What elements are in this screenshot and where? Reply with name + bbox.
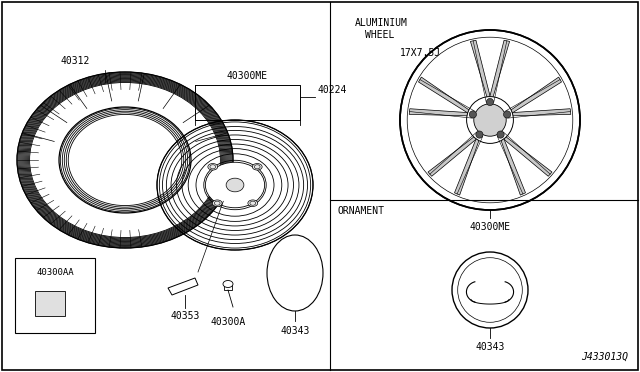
Text: WHEEL: WHEEL bbox=[365, 30, 394, 40]
Circle shape bbox=[497, 131, 504, 138]
Circle shape bbox=[486, 99, 493, 106]
Polygon shape bbox=[428, 134, 481, 176]
Text: 40312: 40312 bbox=[60, 56, 90, 66]
Text: 40343: 40343 bbox=[280, 326, 310, 336]
Circle shape bbox=[476, 131, 483, 138]
Polygon shape bbox=[419, 77, 474, 116]
Ellipse shape bbox=[208, 164, 218, 170]
Circle shape bbox=[504, 111, 511, 118]
Ellipse shape bbox=[223, 280, 233, 288]
Text: 40300AA: 40300AA bbox=[36, 268, 74, 277]
Ellipse shape bbox=[267, 235, 323, 311]
Ellipse shape bbox=[226, 178, 244, 192]
Text: ORNAMENT: ORNAMENT bbox=[338, 206, 385, 216]
Polygon shape bbox=[507, 109, 571, 116]
Circle shape bbox=[452, 252, 528, 328]
Circle shape bbox=[469, 111, 477, 118]
Polygon shape bbox=[454, 134, 481, 195]
Text: ALUMINIUM: ALUMINIUM bbox=[355, 18, 408, 28]
Text: 40343: 40343 bbox=[476, 342, 505, 352]
Circle shape bbox=[400, 30, 580, 210]
Text: J433013Q: J433013Q bbox=[581, 352, 628, 362]
Bar bbox=[15, 258, 95, 333]
Text: 40300A: 40300A bbox=[211, 317, 246, 327]
Polygon shape bbox=[499, 134, 552, 176]
Bar bbox=[224, 284, 232, 290]
Ellipse shape bbox=[59, 107, 191, 213]
Text: 17X7.5J: 17X7.5J bbox=[399, 48, 440, 58]
Polygon shape bbox=[507, 77, 561, 116]
Polygon shape bbox=[499, 134, 525, 195]
Circle shape bbox=[474, 104, 506, 136]
Ellipse shape bbox=[248, 200, 258, 206]
Text: 40353: 40353 bbox=[170, 311, 200, 321]
Text: 40224: 40224 bbox=[317, 85, 346, 95]
Ellipse shape bbox=[205, 162, 265, 208]
Bar bbox=[35, 291, 65, 316]
Polygon shape bbox=[488, 40, 509, 102]
Circle shape bbox=[467, 97, 513, 143]
Polygon shape bbox=[470, 40, 492, 102]
Polygon shape bbox=[168, 278, 198, 295]
Polygon shape bbox=[409, 109, 474, 116]
Text: 40300ME: 40300ME bbox=[227, 71, 268, 81]
Ellipse shape bbox=[212, 200, 222, 206]
Ellipse shape bbox=[252, 164, 262, 170]
Text: 40300ME: 40300ME bbox=[469, 222, 511, 232]
